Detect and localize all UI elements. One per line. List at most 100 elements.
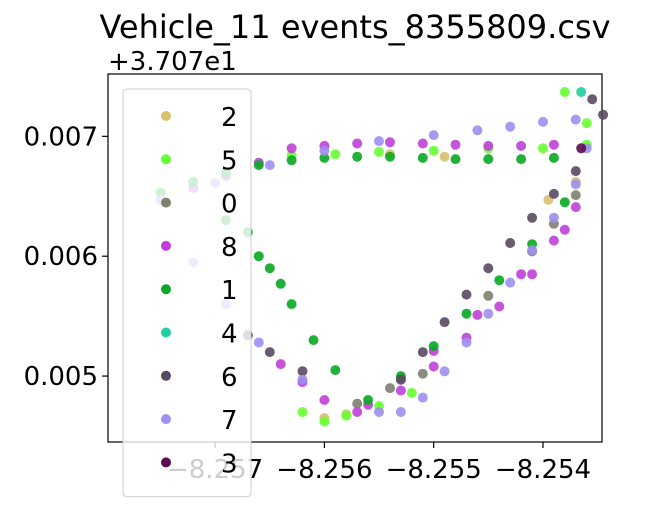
legend-marker [161,414,171,425]
data-point [548,235,559,246]
data-point [395,385,406,396]
data-point [330,149,341,160]
chart-title: Vehicle_11 events_8355809.csv [99,8,610,46]
series-6 [242,94,609,385]
data-point [385,383,395,394]
plot-area [107,73,609,443]
legend-label: 7 [221,406,238,436]
data-point [297,407,308,417]
data-point [264,347,275,358]
y-tick-label: 0.005 [24,362,98,392]
data-point [559,87,570,97]
legend-label: 0 [221,190,238,220]
legend: 2 5 0 8 1 4 6 7 3 [122,88,252,498]
data-point [275,278,286,289]
data-point [548,188,559,199]
data-point [461,308,472,319]
data-point [472,125,483,136]
data-point [253,251,264,262]
data-point [439,366,450,377]
data-point [417,138,428,149]
data-point [581,118,592,129]
data-point [538,116,548,127]
data-point [570,179,581,190]
data-point [428,341,439,352]
data-point [286,299,297,310]
data-point [570,114,581,125]
data-point [516,154,527,165]
legend-marker [161,284,171,295]
legend-box [122,88,252,498]
y-axis-offset-text: +3.707e1 [108,47,237,77]
data-point [330,365,341,376]
data-point [450,139,461,150]
data-point [352,151,363,162]
data-point [395,374,406,385]
data-point [483,140,494,151]
x-tick-label: −8.256 [276,455,372,485]
data-point [417,347,428,358]
data-point [264,160,275,171]
data-point [587,94,598,105]
data-point [483,263,494,274]
data-point [319,416,330,427]
legend-label: 1 [221,276,238,306]
data-point [428,130,439,141]
series-0 [352,190,581,409]
data-point [527,269,538,280]
legend-marker [161,327,171,338]
data-point [559,197,570,208]
data-point [598,109,609,120]
data-point [275,359,286,370]
data-point [385,151,395,162]
data-point [297,366,308,377]
data-point [538,143,548,154]
x-tick-label: −8.255 [386,455,482,485]
data-point [286,143,297,154]
plot-frame [107,73,603,443]
y-tick-label: 0.007 [24,122,98,152]
data-point [570,166,581,177]
data-point [483,290,494,301]
series-3 [576,143,587,154]
series-5 [286,87,592,427]
data-point [505,238,516,248]
data-point [483,154,494,165]
legend-label: 3 [221,449,238,479]
data-point [428,361,439,372]
data-point [264,263,275,274]
data-point [385,137,395,148]
data-point [341,410,352,421]
data-point [505,277,516,288]
data-point [576,143,587,154]
legend-marker [161,154,171,165]
data-point [286,155,297,166]
data-point [308,335,319,346]
data-point [406,387,417,398]
data-point [417,392,428,403]
data-point [559,224,570,235]
data-point [570,202,581,213]
legend-marker [161,457,171,468]
data-point [352,138,363,149]
legend-label: 4 [221,320,238,350]
data-point [516,140,527,151]
legend-label: 6 [221,363,238,393]
data-point [297,374,308,385]
data-point [395,407,406,417]
data-point [450,154,461,165]
legend-marker [161,197,171,208]
series-2 [319,149,581,423]
legend-label: 8 [221,233,238,263]
data-point [461,337,472,348]
data-point [483,308,494,319]
data-point [253,160,264,171]
legend-marker [161,370,171,381]
data-point [516,269,527,280]
data-marks [155,87,609,427]
data-point [374,407,384,417]
data-point [439,317,450,328]
legend-marker [161,111,171,121]
data-point [352,407,363,417]
